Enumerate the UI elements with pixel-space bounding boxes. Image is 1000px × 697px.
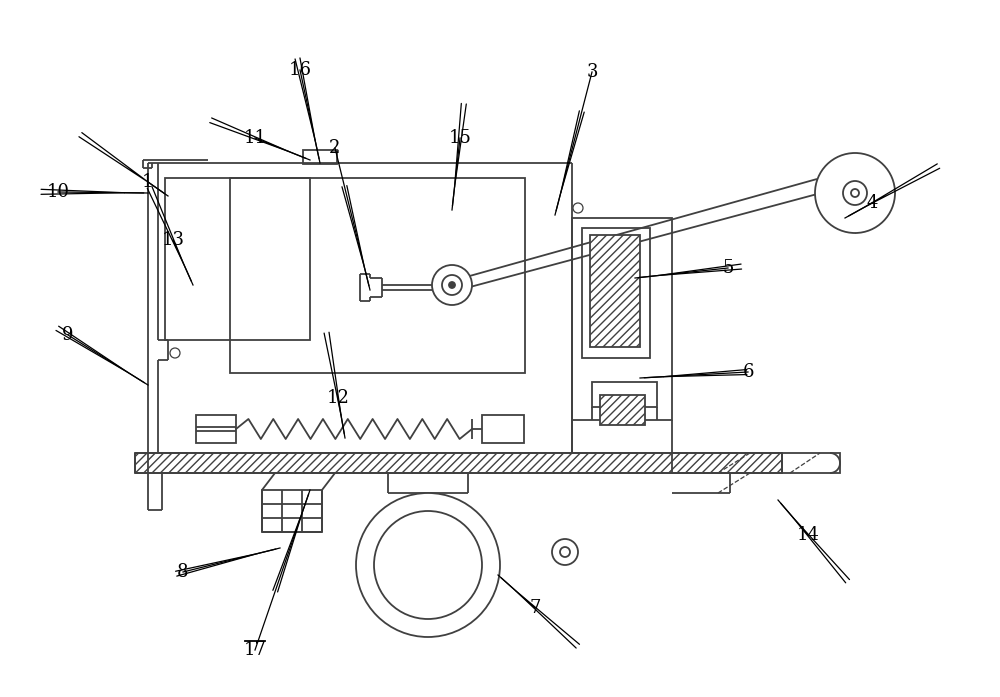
Circle shape bbox=[374, 511, 482, 619]
Text: 3: 3 bbox=[586, 63, 598, 81]
Text: 13: 13 bbox=[162, 231, 184, 249]
Text: 7: 7 bbox=[529, 599, 541, 617]
Text: 10: 10 bbox=[46, 183, 70, 201]
Circle shape bbox=[432, 265, 472, 305]
Bar bbox=[782, 453, 840, 473]
Bar bbox=[582, 228, 650, 358]
Text: 11: 11 bbox=[244, 129, 266, 147]
Bar bbox=[572, 218, 672, 420]
Circle shape bbox=[573, 203, 583, 213]
Circle shape bbox=[843, 181, 867, 205]
Bar bbox=[592, 382, 657, 407]
Text: 1: 1 bbox=[142, 173, 154, 191]
Circle shape bbox=[851, 189, 859, 197]
Circle shape bbox=[170, 348, 180, 358]
Bar bbox=[196, 415, 236, 443]
Circle shape bbox=[560, 547, 570, 557]
Text: 5: 5 bbox=[722, 259, 734, 277]
Text: 4: 4 bbox=[866, 194, 878, 212]
Bar bbox=[600, 395, 645, 425]
Text: 12: 12 bbox=[327, 389, 349, 407]
Bar bbox=[230, 178, 525, 373]
Circle shape bbox=[815, 153, 895, 233]
Bar bbox=[303, 150, 337, 164]
Text: 17: 17 bbox=[244, 641, 266, 659]
Bar bbox=[482, 415, 524, 443]
Bar bbox=[135, 453, 782, 473]
Bar bbox=[590, 235, 640, 347]
Text: 6: 6 bbox=[742, 363, 754, 381]
Text: 16: 16 bbox=[288, 61, 312, 79]
Circle shape bbox=[552, 539, 578, 565]
Circle shape bbox=[449, 282, 455, 288]
Text: 15: 15 bbox=[449, 129, 471, 147]
Text: 14: 14 bbox=[797, 526, 819, 544]
Circle shape bbox=[442, 275, 462, 295]
Text: 8: 8 bbox=[177, 563, 189, 581]
Text: 2: 2 bbox=[329, 139, 341, 157]
Circle shape bbox=[356, 493, 500, 637]
Text: 9: 9 bbox=[62, 326, 74, 344]
Bar bbox=[262, 490, 322, 532]
Bar bbox=[165, 178, 310, 340]
